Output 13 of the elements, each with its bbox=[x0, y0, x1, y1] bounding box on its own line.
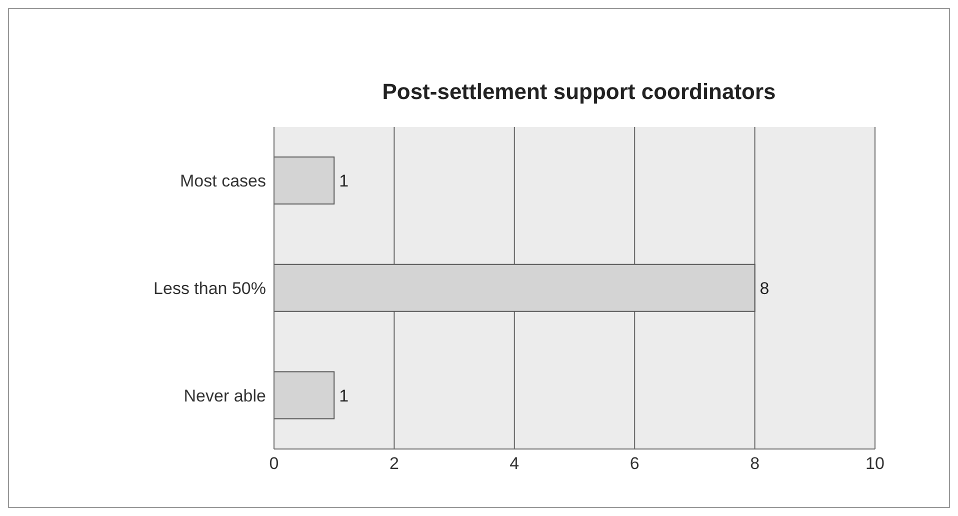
data-label: 1 bbox=[339, 172, 349, 191]
data-label: 8 bbox=[760, 278, 770, 298]
y-tick-label: Most cases bbox=[180, 172, 266, 191]
x-tick-label: 8 bbox=[750, 454, 760, 474]
x-tick-label: 2 bbox=[389, 454, 399, 474]
x-tick-label: 6 bbox=[630, 454, 640, 474]
data-label: 1 bbox=[339, 386, 349, 406]
x-tick-label: 10 bbox=[866, 454, 884, 474]
chart-title: Post-settlement support coordinators bbox=[381, 79, 777, 105]
x-tick-label: 0 bbox=[269, 454, 279, 474]
y-tick-label: Less than 50% bbox=[154, 279, 266, 298]
y-tick-label: Never able bbox=[184, 386, 266, 406]
x-tick-label: 4 bbox=[510, 454, 520, 474]
